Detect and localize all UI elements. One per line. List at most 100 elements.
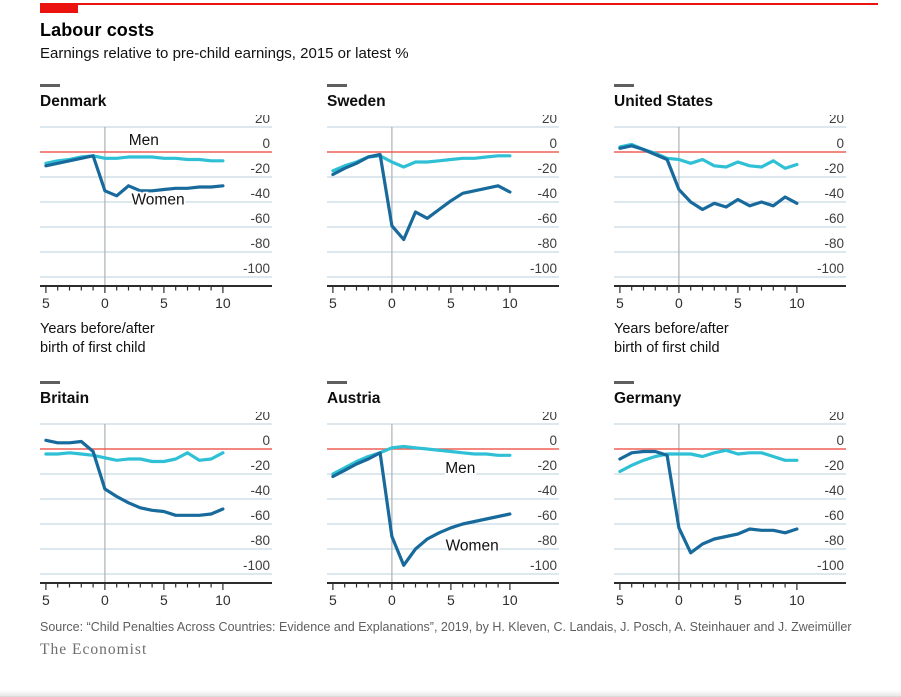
y-tick-label: 0 [549, 136, 557, 151]
y-tick-label: 0 [262, 433, 270, 448]
x-axis-caption-line2: birth of first child [614, 339, 720, 356]
x-tick-label: 0 [101, 592, 109, 608]
page-subtitle: Earnings relative to pre-child earnings,… [40, 45, 409, 62]
y-tick-label: 0 [836, 136, 844, 151]
x-tick-label: 10 [502, 592, 518, 608]
line-chart-germany: 5 0 5 10 20 0 -20 -40 -60 -80 -100 [614, 408, 846, 608]
y-tick-label: 0 [549, 433, 557, 448]
x-tick-label: 5 [329, 295, 337, 311]
chart-cell-sweden: Sweden 5 0 5 10 20 0 -20 -40 -60 -80 -100 [327, 84, 559, 357]
x-tick-label: 5 [42, 592, 50, 608]
women-line [331, 451, 512, 567]
x-axis-caption: Years before/after birth of first child [40, 320, 272, 357]
x-tick-label: 5 [616, 592, 624, 608]
series-label: Men [445, 460, 475, 477]
x-tick-label: 5 [447, 295, 455, 311]
x-tick-label: 5 [734, 295, 742, 311]
x-tick-label: 0 [675, 295, 683, 311]
women-line [618, 144, 799, 212]
y-tick-label: -20 [250, 458, 270, 473]
title-dash [327, 381, 347, 385]
chart-title: Sweden [327, 93, 386, 110]
x-tick-label: 5 [329, 592, 337, 608]
y-tick-label: 20 [542, 412, 557, 423]
page-title: Labour costs [40, 20, 155, 40]
y-tick-label: -40 [824, 186, 844, 201]
x-tick-label: 5 [734, 592, 742, 608]
window-bottom-edge [0, 690, 901, 697]
y-tick-label: 0 [836, 433, 844, 448]
x-tick-label: 5 [160, 295, 168, 311]
chart-cell-germany: Germany 5 0 5 10 20 0 -20 -40 -60 -80 -100 [614, 381, 846, 615]
women-line [331, 152, 512, 242]
y-tick-label: -40 [824, 483, 844, 498]
series-label: Women [446, 537, 499, 554]
chart-title: Germany [614, 390, 682, 408]
line-chart-austria: 5 0 5 10 20 0 -20 -40 -60 -80 -100 Men Women [327, 408, 559, 608]
y-tick-label: -60 [824, 508, 844, 523]
x-tick-label: 10 [215, 592, 231, 608]
chart-cell-united-states: United States 5 0 5 10 20 0 -20 -40 -60 -80 -100 Y… [614, 84, 846, 357]
chart-title: Austria [327, 390, 381, 408]
x-tick-label: 10 [789, 295, 805, 311]
x-tick-label: 10 [215, 295, 231, 311]
y-tick-label: -80 [824, 236, 844, 251]
y-tick-label: -100 [530, 261, 557, 276]
title-dash [40, 84, 60, 87]
y-tick-label: -40 [537, 186, 557, 201]
y-tick-label: -60 [537, 211, 557, 226]
y-tick-label: -100 [243, 261, 270, 276]
y-tick-label: -40 [250, 483, 270, 498]
line-chart-united-states: 5 0 5 10 20 0 -20 -40 -60 -80 -100 [614, 111, 846, 311]
y-tick-label: -20 [537, 161, 557, 176]
y-tick-label: -60 [250, 508, 270, 523]
men-line [618, 448, 799, 474]
y-tick-label: -100 [817, 261, 844, 276]
women-line [44, 154, 225, 198]
red-banner-tab [40, 3, 78, 13]
women-line [618, 449, 799, 555]
chart-header: Labour costs Earnings relative to pre-ch… [40, 20, 409, 62]
x-tick-label: 5 [447, 592, 455, 608]
chart-footer: Source: “Child Penalties Across Countrie… [40, 620, 880, 659]
chart-cell-denmark: Denmark 5 0 5 10 20 0 -20 -40 -60 -80 -100 Men Women… [40, 84, 272, 357]
y-tick-label: -20 [250, 161, 270, 176]
y-tick-label: -80 [250, 533, 270, 548]
chart-title: United States [614, 93, 714, 110]
chart-cell-britain: Britain 5 0 5 10 20 0 -20 -40 -60 -80 -100 [40, 381, 272, 615]
chart-title: Denmark [40, 93, 107, 110]
y-tick-label: -100 [530, 558, 557, 573]
y-tick-label: -60 [537, 508, 557, 523]
line-chart-sweden: 5 0 5 10 20 0 -20 -40 -60 -80 -100 [327, 111, 559, 311]
title-dash [40, 381, 60, 385]
y-tick-label: -80 [824, 533, 844, 548]
charts-grid: Denmark 5 0 5 10 20 0 -20 -40 -60 -80 -100 Men Women… [40, 84, 846, 615]
x-tick-label: 10 [789, 592, 805, 608]
line-chart-britain: 5 0 5 10 20 0 -20 -40 -60 -80 -100 [40, 408, 272, 608]
y-tick-label: 20 [255, 412, 270, 423]
red-top-rule [40, 3, 878, 13]
y-tick-label: 20 [542, 115, 557, 126]
x-tick-label: 5 [160, 592, 168, 608]
x-tick-label: 5 [42, 295, 50, 311]
men-line [44, 451, 225, 464]
y-tick-label: 0 [262, 136, 270, 151]
x-tick-label: 0 [101, 295, 109, 311]
men-line [618, 142, 799, 170]
y-tick-label: -40 [537, 483, 557, 498]
x-axis-caption-line2: birth of first child [40, 339, 146, 356]
y-tick-label: -40 [250, 186, 270, 201]
series-label: Men [129, 132, 159, 149]
x-tick-label: 0 [388, 295, 396, 311]
x-tick-label: 10 [502, 295, 518, 311]
x-axis-caption-line1: Years before/after [614, 321, 729, 337]
source-line: Source: “Child Penalties Across Countrie… [40, 620, 852, 634]
x-axis-caption-line1: Years before/after [40, 321, 155, 337]
men-line [331, 444, 512, 476]
y-tick-label: 20 [255, 115, 270, 126]
x-tick-label: 0 [675, 592, 683, 608]
y-tick-label: 20 [829, 412, 844, 423]
y-tick-label: 20 [829, 115, 844, 126]
chart-cell-austria: Austria 5 0 5 10 20 0 -20 -40 -60 -80 -100 Men Women [327, 381, 559, 615]
